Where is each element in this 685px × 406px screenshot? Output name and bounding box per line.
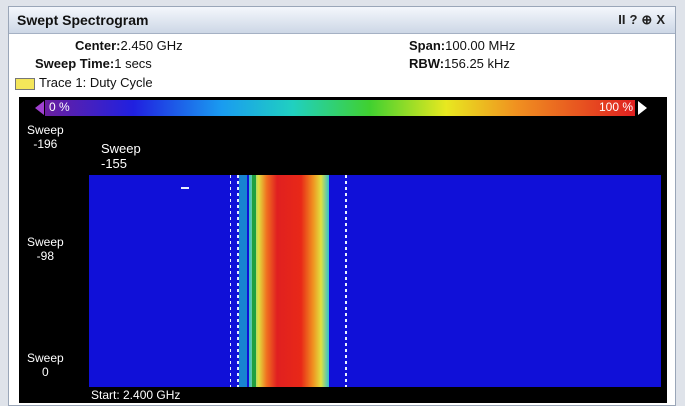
color-bar [45, 100, 635, 116]
trace-swatch [15, 77, 35, 90]
window: Swept Spectrogram II? ⊕ X Center:2.450 GHz… [8, 6, 676, 406]
y-label-value: -196 [33, 137, 58, 151]
span-info: Span:100.00 MHz [409, 38, 515, 53]
y-label: Sweep -98 [27, 235, 64, 263]
label: Span: [409, 38, 446, 53]
label: Sweep Time: [35, 56, 115, 71]
start-label: Start: 2.400 GHz [91, 388, 181, 402]
sweep-time-info: Sweep Time:1 secs [35, 56, 152, 71]
value: 2.450 GHz [120, 38, 183, 53]
rbw-info: RBW:156.25 kHz [409, 56, 510, 71]
window-controls: II? ⊕ X [614, 12, 665, 28]
center-info: Center:2.450 GHz [75, 38, 183, 53]
value: 100.00 MHz [445, 38, 516, 53]
title-bar: Swept Spectrogram II? ⊕ X [9, 7, 675, 34]
y-label-value: -98 [36, 249, 55, 263]
spectrogram-panel: 0 % 100 % Sweep -196 Sweep -98 Sweep 0 Swee… [19, 97, 667, 403]
help-button[interactable]: ? [629, 12, 638, 27]
marker-label: Sweep -155 [101, 141, 141, 171]
value: 156.25 kHz [444, 56, 510, 71]
y-label: Sweep -196 [27, 123, 64, 151]
y-label-name: Sweep [27, 123, 64, 137]
right-arrow [638, 101, 647, 115]
color-bar-max: 100 % [599, 100, 634, 114]
left-arrow [35, 101, 44, 115]
close-button[interactable]: X [656, 12, 665, 27]
value: 1 secs [114, 56, 152, 71]
y-label-name: Sweep [27, 235, 64, 249]
y-label-value: 0 [42, 365, 49, 379]
pause-button[interactable]: II [618, 12, 626, 27]
y-label-name: Sweep [27, 351, 64, 365]
window-title: Swept Spectrogram [17, 12, 149, 28]
y-label: Sweep 0 [27, 351, 64, 379]
label: RBW: [409, 56, 445, 71]
marker-value: -155 [101, 156, 128, 171]
color-bar-min: 0 % [49, 100, 70, 114]
trace-label: Trace 1: Duty Cycle [39, 75, 153, 90]
zoom-button[interactable]: ⊕ [641, 12, 653, 27]
spectrogram [89, 175, 661, 387]
label: Center: [75, 38, 121, 53]
trace-info: Trace 1: Duty Cycle [15, 75, 153, 90]
marker-name: Sweep [101, 141, 141, 156]
spectrogram-image [181, 175, 353, 387]
